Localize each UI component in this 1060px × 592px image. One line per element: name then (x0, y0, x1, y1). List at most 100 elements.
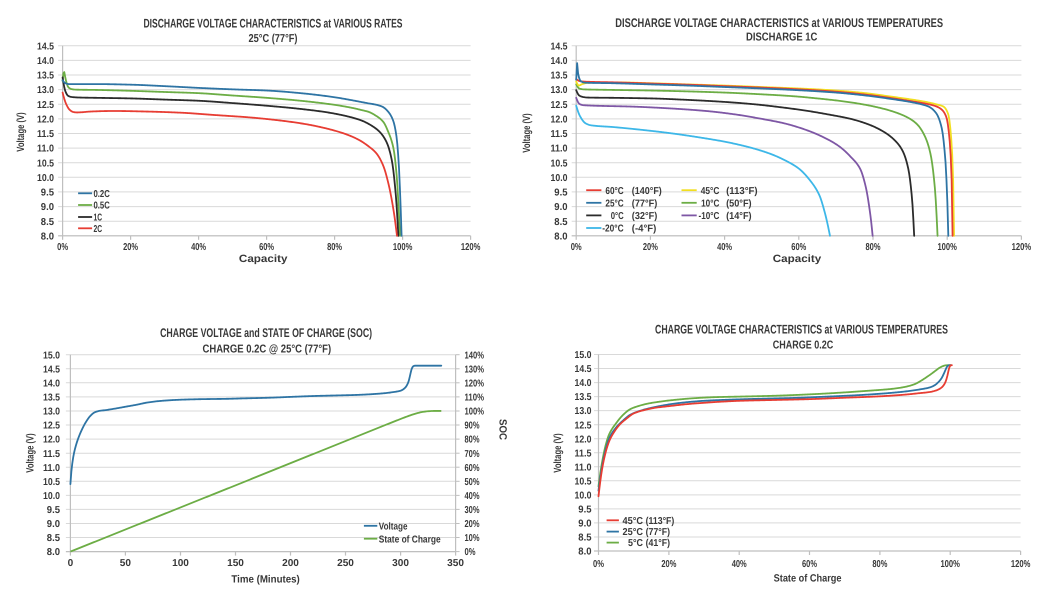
svg-text:-20°C: -20°C (602, 224, 624, 235)
svg-text:0%: 0% (571, 242, 582, 253)
svg-text:0.5C: 0.5C (94, 201, 110, 212)
svg-text:25°C: 25°C (605, 198, 623, 209)
svg-text:(77°F): (77°F) (646, 527, 671, 538)
svg-text:CHARGE 0.2C @ 25°C (77°F): CHARGE 0.2C @ 25°C (77°F) (203, 343, 332, 355)
svg-text:13.0: 13.0 (551, 85, 568, 96)
svg-text:2C: 2C (94, 224, 103, 235)
svg-text:12.0: 12.0 (575, 434, 592, 445)
svg-text:11.0: 11.0 (37, 144, 54, 155)
svg-text:0%: 0% (57, 242, 68, 253)
svg-text:60°C: 60°C (605, 186, 623, 197)
svg-text:14.0: 14.0 (575, 378, 592, 389)
svg-text:9.5: 9.5 (47, 505, 61, 516)
svg-text:(32°F): (32°F) (632, 211, 658, 222)
svg-text:12.0: 12.0 (551, 115, 568, 126)
svg-text:0%: 0% (593, 559, 604, 570)
svg-text:11.5: 11.5 (575, 448, 592, 459)
svg-text:9.5: 9.5 (578, 505, 592, 516)
svg-text:10.5: 10.5 (43, 477, 60, 488)
svg-text:DISCHARGE VOLTAGE CHARACTERIST: DISCHARGE VOLTAGE CHARACTERISTICS at VAR… (144, 17, 403, 31)
svg-text:(113°F): (113°F) (646, 516, 675, 527)
svg-text:Voltage (V): Voltage (V) (552, 433, 564, 472)
svg-text:100%: 100% (937, 242, 957, 253)
svg-text:13.5: 13.5 (37, 71, 54, 82)
svg-text:(50°F): (50°F) (726, 198, 752, 209)
svg-text:80%: 80% (872, 559, 887, 570)
svg-text:350: 350 (447, 558, 464, 569)
svg-text:30%: 30% (465, 505, 480, 516)
svg-text:12.5: 12.5 (37, 100, 54, 111)
svg-text:60%: 60% (259, 242, 274, 253)
svg-text:11.5: 11.5 (43, 449, 60, 460)
svg-text:90%: 90% (465, 421, 480, 432)
svg-text:60%: 60% (465, 463, 480, 474)
svg-text:50: 50 (120, 558, 132, 569)
svg-text:50%: 50% (465, 477, 480, 488)
svg-text:100%: 100% (940, 559, 960, 570)
svg-text:9.5: 9.5 (554, 188, 568, 199)
svg-text:State of Charge: State of Charge (379, 534, 441, 545)
svg-text:Capacity: Capacity (239, 253, 288, 265)
svg-text:15.0: 15.0 (575, 350, 592, 361)
svg-text:60%: 60% (802, 559, 817, 570)
svg-text:-10°C: -10°C (699, 211, 720, 222)
svg-text:13.5: 13.5 (43, 393, 60, 404)
svg-text:120%: 120% (1012, 242, 1032, 253)
svg-text:8.0: 8.0 (554, 231, 568, 242)
svg-text:8.0: 8.0 (578, 547, 592, 558)
svg-text:20%: 20% (643, 242, 658, 253)
svg-text:13.5: 13.5 (575, 392, 592, 403)
svg-text:11.0: 11.0 (551, 144, 568, 155)
svg-text:14.5: 14.5 (551, 41, 568, 52)
svg-text:(14°F): (14°F) (726, 211, 752, 222)
svg-text:DISCHARGE VOLTAGE CHARACTERIST: DISCHARGE VOLTAGE CHARACTERISTICS at VAR… (615, 16, 943, 30)
svg-text:9.0: 9.0 (554, 202, 568, 213)
svg-text:Capacity: Capacity (773, 253, 822, 265)
svg-text:11.5: 11.5 (551, 129, 568, 140)
svg-text:120%: 120% (1011, 559, 1031, 570)
svg-text:Time (Minutes): Time (Minutes) (231, 573, 299, 585)
svg-text:(41°F): (41°F) (646, 538, 671, 549)
svg-text:CHARGE VOLTAGE and STATE OF CH: CHARGE VOLTAGE and STATE OF CHARGE (SOC) (160, 326, 372, 340)
svg-text:80%: 80% (465, 435, 480, 446)
svg-text:45°C: 45°C (623, 516, 644, 527)
svg-text:10.5: 10.5 (551, 158, 568, 169)
svg-text:14.0: 14.0 (551, 56, 568, 67)
svg-text:300: 300 (392, 558, 409, 569)
svg-text:9.0: 9.0 (41, 202, 55, 213)
svg-text:10%: 10% (465, 533, 480, 544)
svg-text:25°C (77°F): 25°C (77°F) (249, 33, 298, 45)
svg-text:140%: 140% (465, 350, 485, 361)
svg-text:14.5: 14.5 (37, 41, 54, 52)
svg-text:130%: 130% (465, 364, 485, 375)
svg-text:8.5: 8.5 (554, 217, 568, 228)
svg-text:9.0: 9.0 (578, 519, 592, 530)
svg-text:0.2C: 0.2C (94, 189, 110, 200)
svg-text:100%: 100% (465, 407, 485, 418)
svg-text:10°C: 10°C (701, 198, 719, 209)
svg-text:13.0: 13.0 (575, 406, 592, 417)
svg-text:20%: 20% (465, 519, 480, 530)
svg-text:Voltage: Voltage (379, 521, 408, 532)
svg-text:20%: 20% (123, 242, 138, 253)
svg-text:12.0: 12.0 (37, 115, 54, 126)
svg-text:8.5: 8.5 (47, 533, 61, 544)
svg-text:8.5: 8.5 (578, 533, 592, 544)
svg-text:10.5: 10.5 (575, 476, 592, 487)
svg-text:15.0: 15.0 (43, 350, 60, 361)
svg-text:11.0: 11.0 (575, 462, 592, 473)
svg-text:(-4°F): (-4°F) (632, 224, 657, 235)
svg-text:12.5: 12.5 (551, 100, 568, 111)
svg-text:9.0: 9.0 (47, 519, 61, 530)
svg-text:1C: 1C (94, 213, 103, 224)
svg-text:DISCHARGE 1C: DISCHARGE 1C (746, 32, 817, 44)
svg-text:(140°F): (140°F) (632, 186, 662, 197)
svg-text:100%: 100% (393, 242, 413, 253)
svg-text:12.5: 12.5 (575, 420, 592, 431)
svg-text:8.0: 8.0 (47, 547, 61, 558)
svg-text:80%: 80% (866, 242, 881, 253)
svg-text:SOC: SOC (497, 419, 509, 440)
svg-text:11.0: 11.0 (43, 463, 60, 474)
svg-text:110%: 110% (465, 393, 485, 404)
svg-text:Voltage (V): Voltage (V) (521, 113, 533, 152)
